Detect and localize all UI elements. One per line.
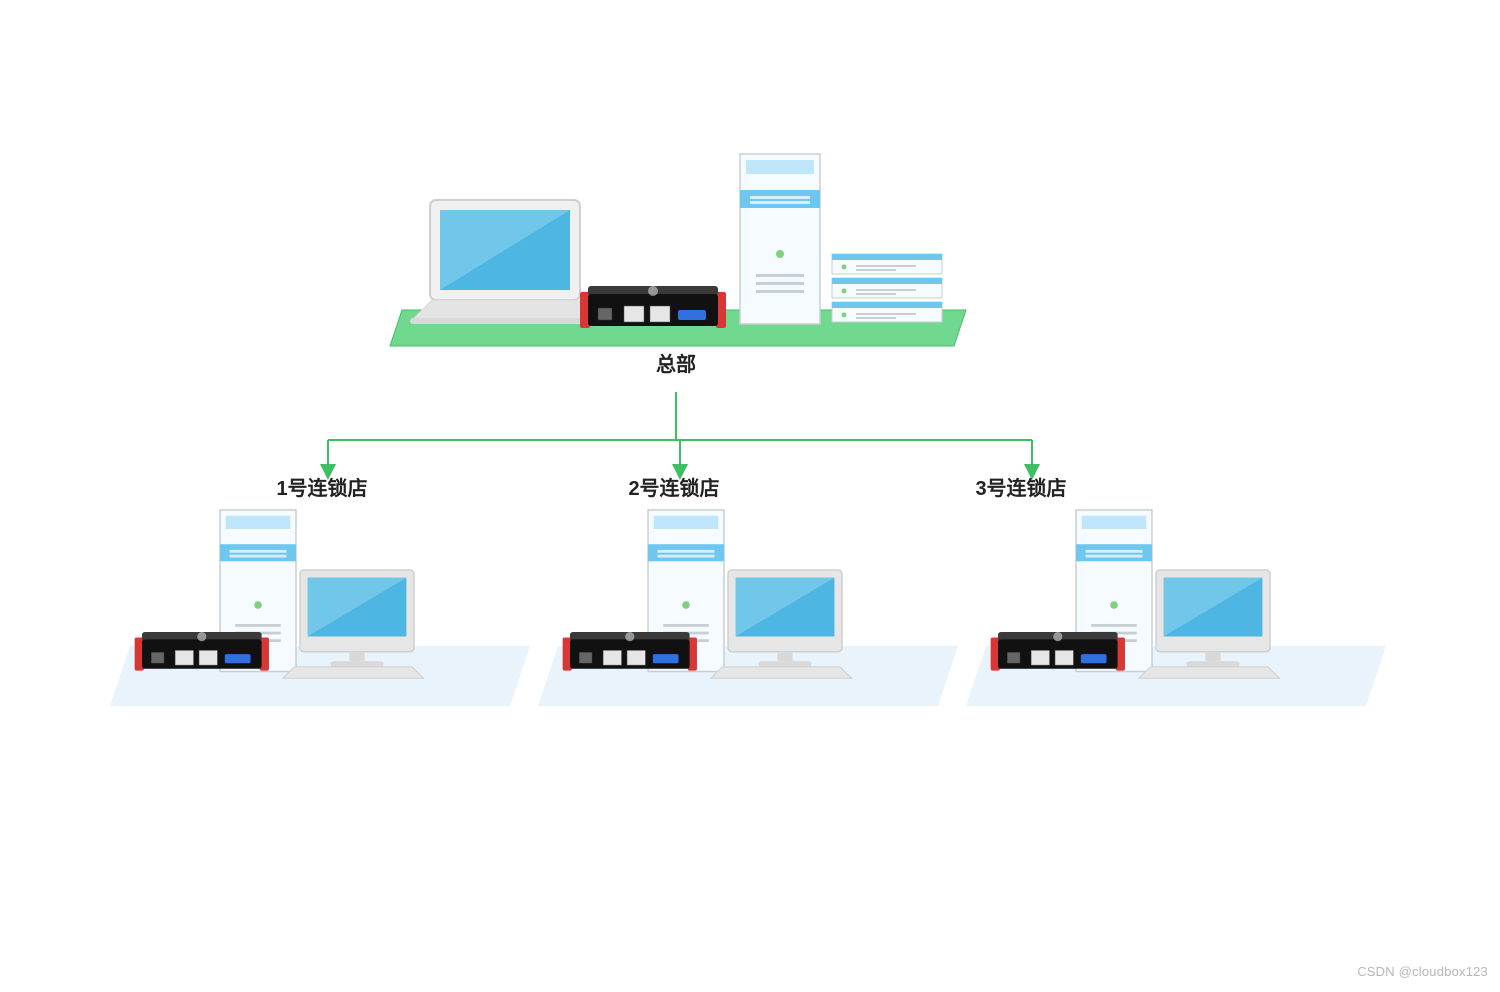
hq-router-icon	[580, 286, 726, 328]
branch-3-router-icon	[991, 632, 1125, 671]
branch-1-label: 1号连锁店	[262, 472, 382, 501]
hq-server-icon	[740, 154, 820, 324]
connectors	[328, 392, 1032, 472]
diagram-canvas: 总部 1号连锁店 2号连锁店 3号连锁店 CSDN @cloudbox123	[0, 0, 1500, 987]
diagram-svg	[0, 0, 1500, 987]
branch-3-label: 3号连锁店	[961, 472, 1081, 501]
branch-1-router-icon	[135, 632, 269, 671]
branch-2-router-icon	[563, 632, 697, 671]
branch-2-label: 2号连锁店	[614, 472, 734, 501]
watermark-text: CSDN @cloudbox123	[1357, 964, 1488, 979]
hq-label: 总部	[616, 348, 736, 377]
hq-rack-icon	[832, 254, 942, 322]
hq-laptop-icon	[410, 200, 600, 324]
hq-devices	[410, 154, 942, 328]
